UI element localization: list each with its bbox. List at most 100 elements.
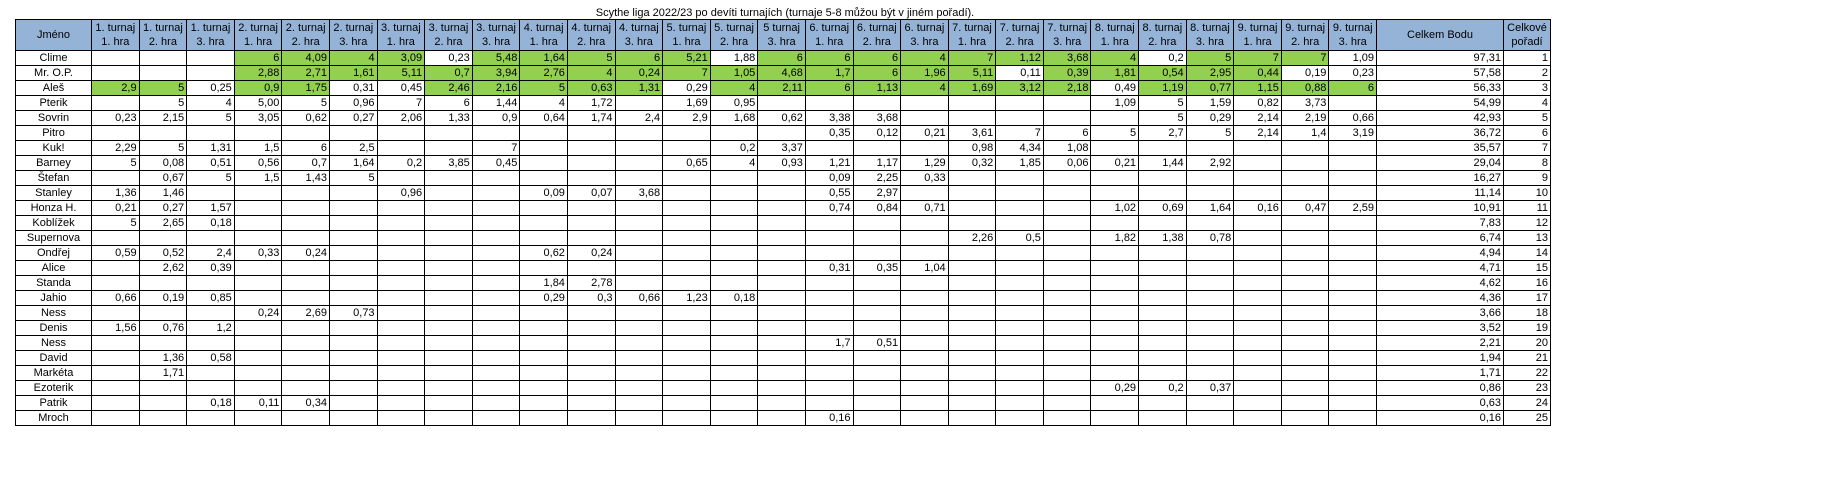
score-cell[interactable]: 0,7 [424, 65, 473, 81]
player-name[interactable]: Mroch [15, 410, 92, 426]
score-cell[interactable] [566, 410, 616, 426]
score-cell[interactable] [519, 380, 568, 396]
score-cell[interactable] [1042, 95, 1092, 111]
score-cell[interactable] [1280, 260, 1330, 276]
score-cell[interactable]: 0,12 [852, 125, 902, 141]
score-cell[interactable] [471, 380, 521, 396]
score-cell[interactable]: 1,23 [662, 290, 711, 306]
score-cell[interactable] [1185, 350, 1235, 366]
score-cell[interactable] [995, 380, 1044, 396]
score-cell[interactable] [1138, 215, 1187, 231]
score-cell[interactable] [424, 260, 473, 276]
score-cell[interactable] [328, 230, 378, 246]
score-cell[interactable] [376, 260, 426, 276]
score-cell[interactable] [757, 350, 806, 366]
score-cell[interactable] [186, 305, 235, 321]
score-cell[interactable] [1090, 320, 1140, 336]
score-cell[interactable]: 0,78 [1185, 230, 1235, 246]
score-cell[interactable] [138, 50, 188, 66]
score-cell[interactable] [852, 290, 902, 306]
score-cell[interactable] [91, 65, 140, 81]
score-cell[interactable] [328, 365, 378, 381]
score-cell[interactable] [900, 335, 949, 351]
score-cell[interactable]: 3,94 [471, 65, 521, 81]
score-cell[interactable]: 2,14 [1233, 110, 1282, 126]
score-cell[interactable]: 0,76 [138, 320, 188, 336]
rank-cell[interactable]: 19 [1503, 320, 1552, 336]
score-cell[interactable] [328, 350, 378, 366]
score-cell[interactable]: 0,09 [519, 185, 568, 201]
score-cell[interactable]: 0,82 [1233, 95, 1282, 111]
score-cell[interactable] [1042, 290, 1092, 306]
score-cell[interactable] [614, 215, 664, 231]
score-cell[interactable]: 2,46 [424, 80, 473, 96]
score-cell[interactable] [947, 305, 997, 321]
score-cell[interactable]: 0,23 [91, 110, 140, 126]
score-cell[interactable] [91, 335, 140, 351]
score-cell[interactable]: 0,74 [804, 200, 854, 216]
score-cell[interactable]: 1,46 [138, 185, 188, 201]
score-cell[interactable] [519, 125, 568, 141]
score-cell[interactable] [1233, 155, 1282, 171]
score-cell[interactable]: 4,34 [995, 140, 1044, 156]
score-cell[interactable] [1328, 290, 1378, 306]
score-cell[interactable]: 0,29 [662, 80, 711, 96]
header-game-5[interactable]: 2. turnaj 2. hra [281, 19, 330, 51]
score-cell[interactable] [1233, 290, 1282, 306]
score-cell[interactable]: 4 [900, 50, 949, 66]
score-cell[interactable] [471, 305, 521, 321]
score-cell[interactable]: 0,55 [804, 185, 854, 201]
score-cell[interactable] [804, 290, 854, 306]
total-cell[interactable]: 4,94 [1376, 245, 1505, 261]
score-cell[interactable]: 1,82 [1090, 230, 1140, 246]
score-cell[interactable] [995, 275, 1044, 291]
score-cell[interactable] [614, 170, 664, 186]
score-cell[interactable] [614, 275, 664, 291]
total-cell[interactable]: 29,04 [1376, 155, 1505, 171]
score-cell[interactable] [1185, 395, 1235, 411]
score-cell[interactable]: 2,92 [1185, 155, 1235, 171]
score-cell[interactable] [614, 245, 664, 261]
player-name[interactable]: Koblížek [15, 215, 92, 231]
header-game-16[interactable]: 6. turnaj 1. hra [804, 19, 854, 51]
score-cell[interactable]: 7 [995, 125, 1044, 141]
score-cell[interactable]: 0,23 [424, 50, 473, 66]
score-cell[interactable] [1185, 170, 1235, 186]
score-cell[interactable]: 1,09 [1090, 95, 1140, 111]
score-cell[interactable]: 0,35 [852, 260, 902, 276]
score-cell[interactable]: 5 [1185, 125, 1235, 141]
score-cell[interactable] [995, 110, 1044, 126]
score-cell[interactable] [995, 215, 1044, 231]
score-cell[interactable] [1280, 155, 1330, 171]
score-cell[interactable] [1138, 140, 1187, 156]
score-cell[interactable] [566, 140, 616, 156]
score-cell[interactable] [186, 380, 235, 396]
score-cell[interactable] [1042, 320, 1092, 336]
score-cell[interactable] [614, 155, 664, 171]
score-cell[interactable] [91, 275, 140, 291]
header-game-10[interactable]: 4. turnaj 1. hra [519, 19, 568, 51]
rank-cell[interactable]: 9 [1503, 170, 1552, 186]
score-cell[interactable] [566, 170, 616, 186]
score-cell[interactable] [1138, 245, 1187, 261]
score-cell[interactable]: 1,64 [328, 155, 378, 171]
score-cell[interactable] [328, 200, 378, 216]
score-cell[interactable]: 0,23 [1328, 65, 1378, 81]
score-cell[interactable] [376, 350, 426, 366]
score-cell[interactable]: 2,14 [1233, 125, 1282, 141]
score-cell[interactable] [471, 185, 521, 201]
player-name[interactable]: Patrik [15, 395, 92, 411]
score-cell[interactable] [1280, 335, 1330, 351]
score-cell[interactable]: 6 [424, 95, 473, 111]
score-cell[interactable] [424, 200, 473, 216]
score-cell[interactable] [1328, 95, 1378, 111]
rank-cell[interactable]: 14 [1503, 245, 1552, 261]
score-cell[interactable] [519, 170, 568, 186]
score-cell[interactable] [233, 230, 283, 246]
score-cell[interactable] [757, 170, 806, 186]
score-cell[interactable] [1138, 170, 1187, 186]
score-cell[interactable]: 2,7 [1138, 125, 1187, 141]
score-cell[interactable] [662, 185, 711, 201]
score-cell[interactable]: 0,21 [900, 125, 949, 141]
score-cell[interactable] [424, 245, 473, 261]
